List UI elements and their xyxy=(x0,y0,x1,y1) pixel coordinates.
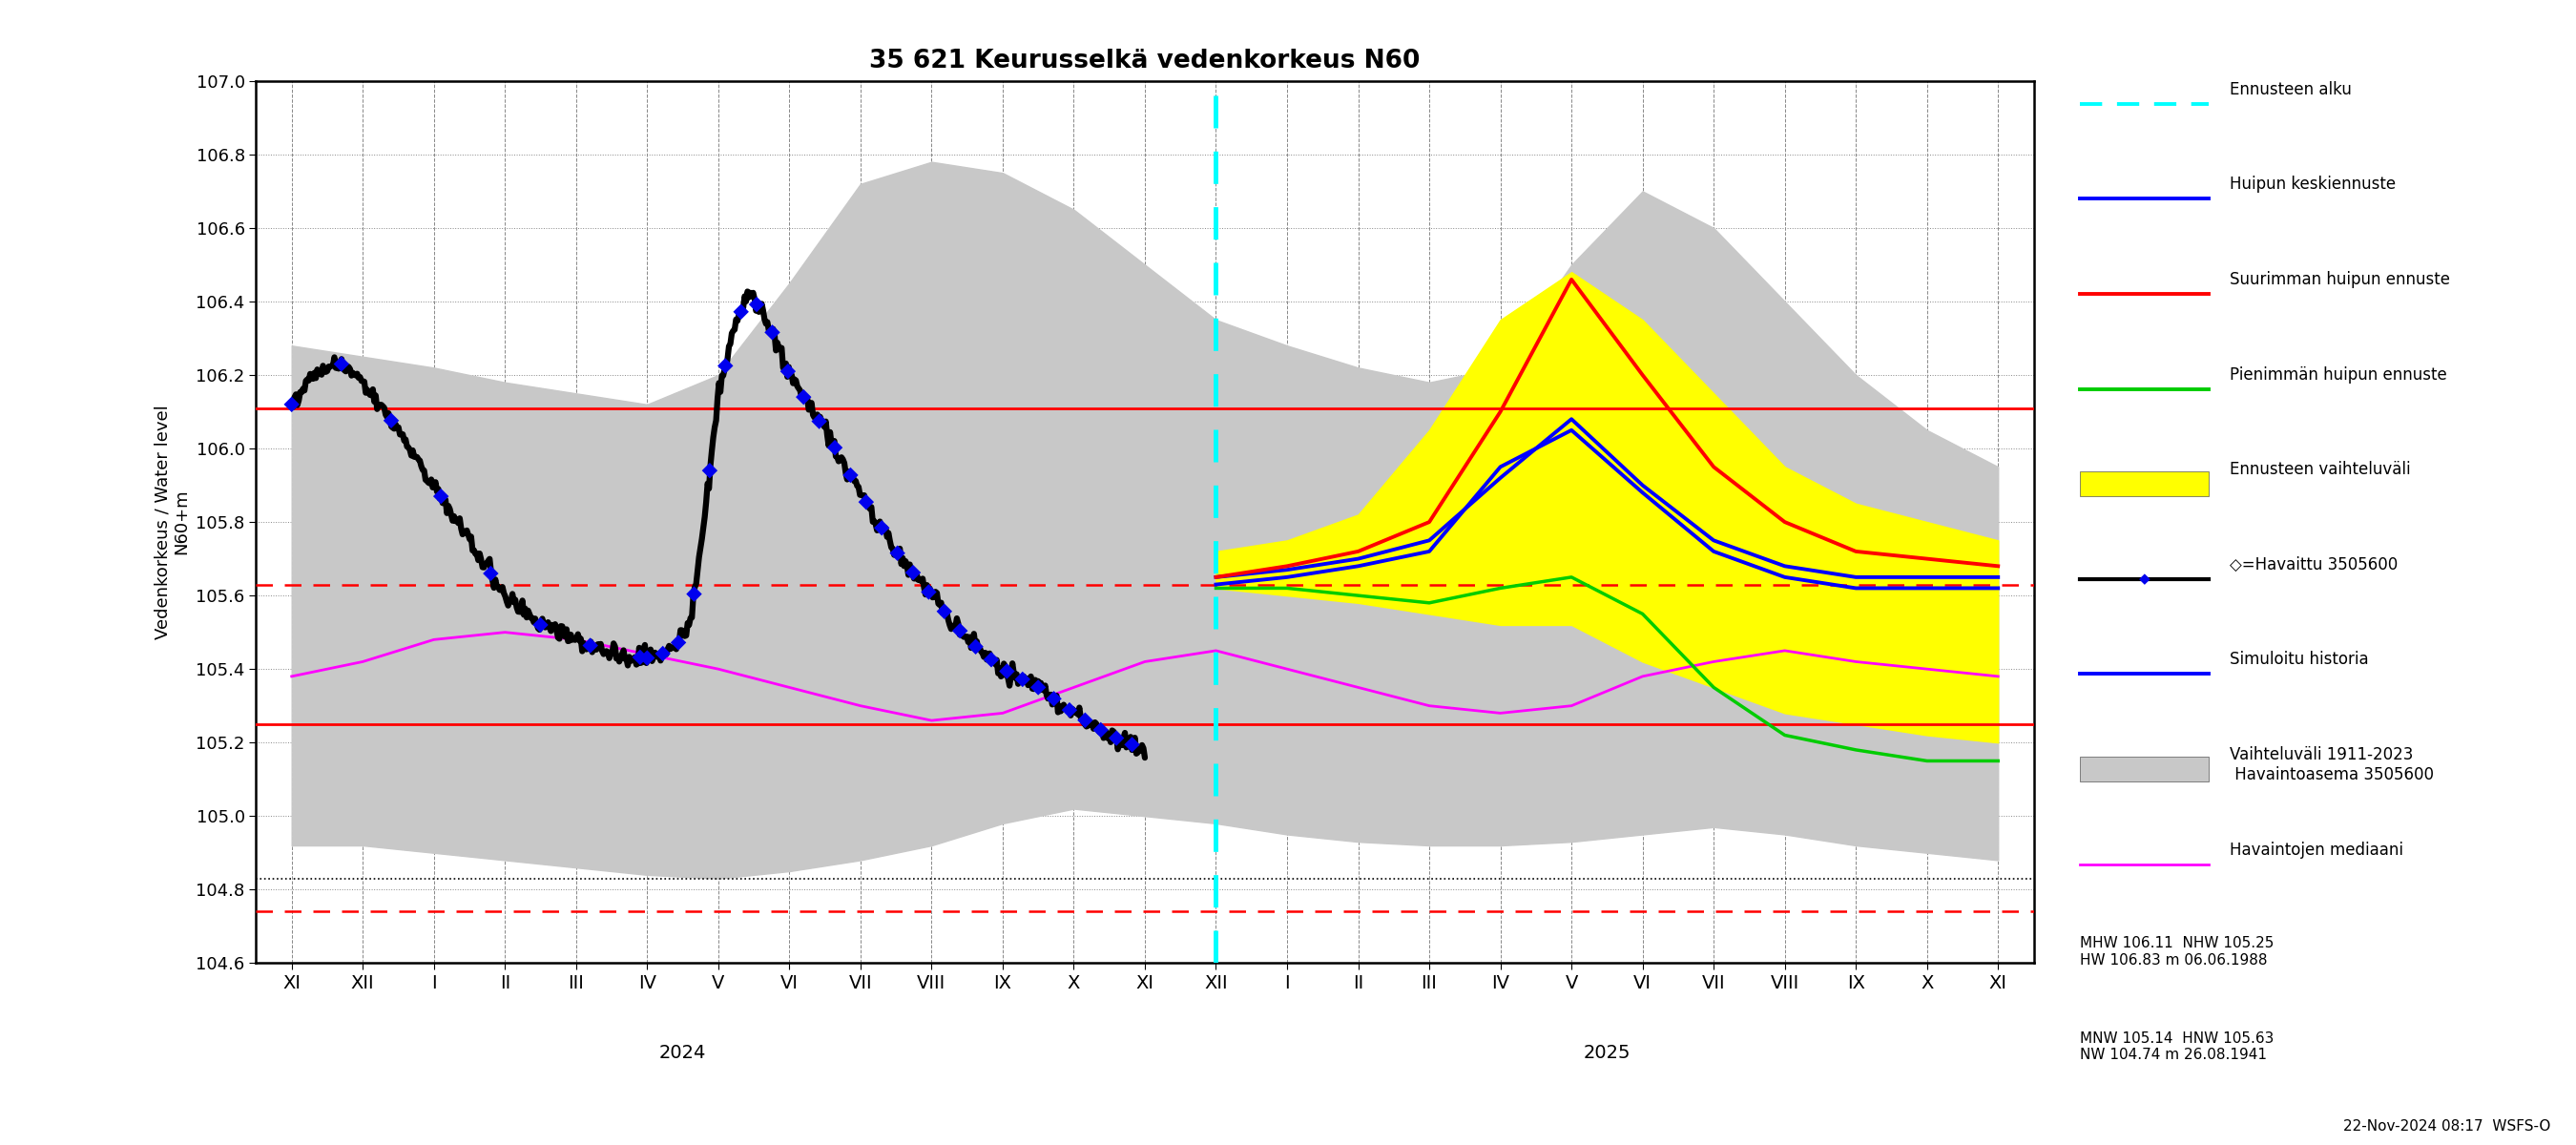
Point xyxy=(672,585,714,603)
Text: Huipun keskiennuste: Huipun keskiennuste xyxy=(2228,176,2396,194)
Point xyxy=(721,302,762,321)
Point xyxy=(891,563,933,582)
Point xyxy=(641,645,683,663)
Text: Ennusteen vaihteluväli: Ennusteen vaihteluväli xyxy=(2228,461,2411,479)
Text: Ennusteen alku: Ennusteen alku xyxy=(2228,81,2352,98)
Point xyxy=(1064,711,1105,729)
Point xyxy=(845,492,886,511)
Text: Vaihteluväli 1911-2023
 Havaintoasema 3505600: Vaihteluväli 1911-2023 Havaintoasema 350… xyxy=(2228,747,2434,783)
Text: Havaintojen mediaani: Havaintojen mediaani xyxy=(2228,842,2403,859)
Text: 2025: 2025 xyxy=(1584,1044,1631,1063)
Text: ◆: ◆ xyxy=(2138,571,2151,586)
Point xyxy=(1048,701,1090,719)
Point xyxy=(814,439,855,457)
Point xyxy=(956,638,997,656)
Point xyxy=(420,487,461,505)
Point xyxy=(783,388,824,406)
Text: ◇=Havaittu 3505600: ◇=Havaittu 3505600 xyxy=(2228,556,2398,574)
Point xyxy=(1002,670,1043,688)
Point xyxy=(1079,720,1121,739)
Point xyxy=(1033,689,1074,708)
Point xyxy=(1095,729,1136,748)
Point xyxy=(860,519,902,537)
Title: 35 621 Keurusselkä vedenkorkeus N60: 35 621 Keurusselkä vedenkorkeus N60 xyxy=(871,48,1419,73)
Text: Pienimmän huipun ennuste: Pienimmän huipun ennuste xyxy=(2228,366,2447,384)
Point xyxy=(471,564,513,583)
Point xyxy=(768,362,809,380)
Point xyxy=(987,662,1028,680)
Point xyxy=(618,648,659,666)
Text: Simuloitu historia: Simuloitu historia xyxy=(2228,652,2367,669)
Point xyxy=(799,412,840,431)
Y-axis label: N60+m: N60+m xyxy=(173,489,191,555)
Point xyxy=(371,411,412,429)
Point xyxy=(1110,735,1151,753)
Point xyxy=(925,602,966,621)
Text: Vedenkorkeus / Water level: Vedenkorkeus / Water level xyxy=(155,405,170,639)
Text: Suurimman huipun ennuste: Suurimman huipun ennuste xyxy=(2228,271,2450,289)
Point xyxy=(909,583,951,601)
Text: MHW 106.11  NHW 105.25
HW 106.83 m 06.06.1988: MHW 106.11 NHW 105.25 HW 106.83 m 06.06.… xyxy=(2079,937,2275,968)
Point xyxy=(706,356,747,374)
Point xyxy=(520,616,562,634)
Point xyxy=(690,461,732,480)
Point xyxy=(829,466,871,484)
Point xyxy=(322,355,363,373)
Point xyxy=(940,622,981,640)
Point xyxy=(971,650,1012,669)
Text: MNW 105.14  HNW 105.63
NW 104.74 m 26.08.1941: MNW 105.14 HNW 105.63 NW 104.74 m 26.08.… xyxy=(2079,1032,2275,1063)
Point xyxy=(737,295,778,314)
Point xyxy=(569,637,611,655)
Point xyxy=(876,544,917,562)
Text: 2024: 2024 xyxy=(659,1044,706,1063)
Point xyxy=(626,649,667,668)
Point xyxy=(1018,678,1059,696)
Text: 22-Nov-2024 08:17  WSFS-O: 22-Nov-2024 08:17 WSFS-O xyxy=(2342,1120,2550,1134)
Point xyxy=(270,395,312,413)
Point xyxy=(752,323,793,341)
Point xyxy=(657,633,698,652)
